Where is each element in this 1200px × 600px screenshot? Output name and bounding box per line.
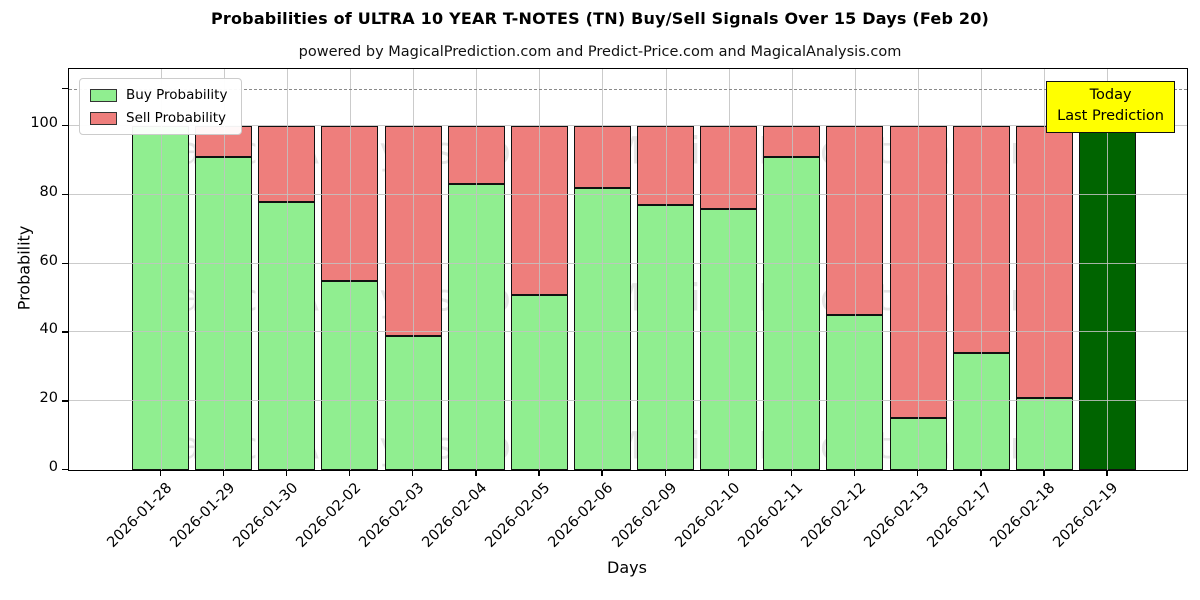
- today-annotation: Today Last Prediction: [1046, 81, 1175, 134]
- x-gridline: [918, 69, 920, 470]
- x-tick-label: 2026-02-17: [924, 480, 996, 551]
- x-tick-mark: [1106, 470, 1108, 476]
- x-gridline: [728, 69, 730, 470]
- x-gridline: [539, 69, 541, 470]
- x-tick-mark: [159, 470, 161, 476]
- x-gridline: [349, 69, 351, 470]
- x-gridline: [665, 69, 667, 470]
- x-tick-label: 2026-02-05: [482, 480, 554, 551]
- x-tick-label: 2026-02-11: [735, 480, 807, 551]
- x-gridline: [854, 69, 856, 470]
- x-tick-mark: [412, 470, 414, 476]
- legend-buy-row: Buy Probability: [90, 87, 227, 103]
- x-gridline: [602, 69, 604, 470]
- y-gridline: [69, 193, 1187, 195]
- x-gridline: [981, 69, 983, 470]
- chart-subtitle: powered by MagicalPrediction.com and Pre…: [298, 44, 902, 60]
- y-minor-tick-mark: [62, 88, 68, 90]
- y-tick-mark: [62, 400, 68, 402]
- x-gridline: [791, 69, 793, 470]
- y-tick-label: 80: [39, 183, 58, 200]
- x-gridline: [1044, 69, 1046, 470]
- x-tick-label: 2026-02-09: [608, 480, 680, 551]
- legend-sell-row: Sell Probability: [90, 110, 227, 126]
- x-tick-label: 2026-02-13: [861, 480, 933, 551]
- x-gridline: [160, 69, 162, 470]
- y-tick-label: 100: [30, 115, 58, 131]
- legend-buy-swatch: [90, 88, 117, 102]
- x-tick-label: 2026-02-10: [672, 480, 743, 551]
- x-axis-title: Days: [607, 558, 647, 577]
- chart-legend: Buy Probability Sell Probability: [79, 78, 243, 135]
- x-tick-label: 2026-02-12: [798, 480, 870, 551]
- x-tick-mark: [727, 470, 730, 476]
- x-tick-mark: [664, 470, 666, 476]
- y-tick-label: 0: [48, 459, 58, 475]
- legend-sell-swatch: [90, 111, 117, 125]
- x-tick-mark: [601, 470, 603, 476]
- today-annotation-line1: Today: [1089, 87, 1132, 103]
- x-tick-mark: [285, 470, 288, 476]
- y-tick-label: 20: [39, 390, 58, 407]
- x-tick-mark: [348, 470, 351, 476]
- plot-area: Buy Probability Sell Probability Today L…: [68, 68, 1188, 471]
- x-tick-label: 2026-01-28: [103, 480, 175, 551]
- y-tick-mark: [62, 331, 68, 333]
- x-tick-label: 2026-01-30: [230, 480, 302, 551]
- x-gridline: [413, 69, 415, 470]
- x-gridline: [476, 69, 478, 470]
- y-gridline: [69, 125, 1187, 126]
- y-tick-label: 60: [39, 252, 58, 269]
- x-tick-mark: [475, 470, 477, 476]
- x-tick-label: 2026-02-04: [419, 480, 491, 551]
- today-annotation-line2: Last Prediction: [1057, 108, 1164, 125]
- x-tick-label: 2026-02-19: [1050, 480, 1122, 551]
- legend-sell-label: Sell Probability: [126, 110, 227, 126]
- y-tick-mark: [62, 193, 68, 196]
- y-gridline: [69, 400, 1187, 402]
- legend-buy-label: Buy Probability: [126, 87, 228, 103]
- y-tick-mark: [62, 469, 68, 471]
- x-tick-label: 2026-02-02: [293, 480, 365, 551]
- x-gridline: [1107, 69, 1109, 470]
- y-tick-mark: [62, 125, 68, 127]
- x-tick-mark: [790, 470, 793, 476]
- y-gridline: [69, 262, 1187, 264]
- x-tick-mark: [853, 470, 856, 476]
- threshold-dashed-line: [69, 89, 1187, 90]
- y-tick-mark: [62, 262, 68, 264]
- x-tick-mark: [1043, 470, 1045, 476]
- x-tick-label: 2026-02-18: [987, 480, 1059, 551]
- y-gridline: [69, 331, 1187, 333]
- x-tick-label: 2026-01-29: [167, 480, 238, 551]
- y-tick-label: 40: [39, 321, 58, 338]
- x-tick-mark: [538, 470, 540, 476]
- x-tick-mark: [222, 470, 225, 476]
- x-gridline: [286, 69, 288, 470]
- x-tick-mark: [980, 470, 982, 476]
- x-gridline: [223, 69, 225, 470]
- chart-title: Probabilities of ULTRA 10 YEAR T-NOTES (…: [210, 9, 990, 28]
- x-tick-label: 2026-02-03: [356, 480, 428, 551]
- x-tick-label: 2026-02-06: [545, 480, 617, 551]
- x-tick-mark: [917, 470, 919, 476]
